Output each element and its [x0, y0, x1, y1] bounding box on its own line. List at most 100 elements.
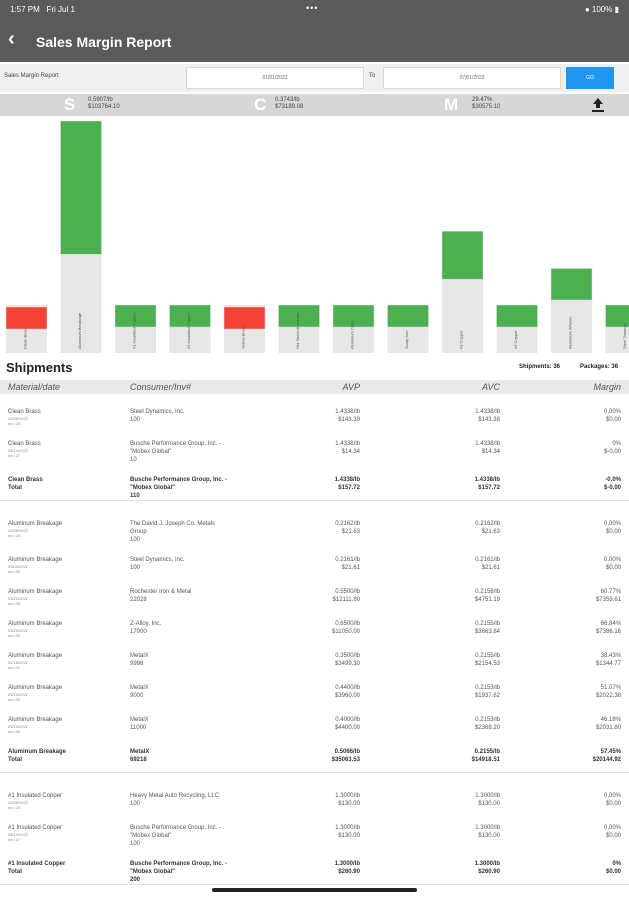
- avp-total: $157.72: [338, 485, 360, 491]
- avp-cell: 1.3000/lb $130.00: [335, 792, 360, 808]
- invoice: Inv: 41: [8, 665, 21, 670]
- consumer-cell: MetalX 69218: [130, 748, 149, 764]
- upload-icon[interactable]: [591, 97, 605, 113]
- consumer-name: Busche Performance Group, Inc. -: [130, 861, 228, 867]
- cost-bar: [60, 254, 102, 353]
- packages-count: Packages: 36: [580, 364, 619, 370]
- table-total-row[interactable]: #1 Insulated Copper Total Busche Performan…: [0, 860, 629, 892]
- avp-rate: 0.2161/lb: [335, 557, 360, 563]
- home-indicator[interactable]: [212, 888, 417, 892]
- margin-bar[interactable]: [5, 306, 48, 330]
- margin-pct: 60.77%: [600, 589, 621, 595]
- margin-bar[interactable]: [223, 306, 266, 330]
- margin-bar[interactable]: [550, 268, 593, 301]
- quantity: 9000: [130, 693, 144, 699]
- material-cell: Clean Brass 03/08/2022 Inv: 25: [8, 408, 41, 426]
- avc-cell: 0.2153/lb $2368.20: [475, 716, 500, 732]
- table-row[interactable]: #1 Insulated Copper 03/08/2022 Inv: 26 Heav…: [0, 792, 629, 824]
- table-total-row[interactable]: Aluminum Breakage Total MetalX 69218 0.5066/…: [0, 748, 629, 780]
- margin-pct: 0.00%: [603, 409, 621, 415]
- table-row[interactable]: Aluminum Breakage 03/03/2022 Inv: 35 Steel …: [0, 556, 629, 588]
- nav-bar: ‹ Sales Margin Report: [0, 20, 629, 62]
- quantity: 100: [130, 801, 141, 807]
- quantity: 11000: [130, 725, 147, 731]
- margin-bar[interactable]: [332, 304, 375, 328]
- margin-bar[interactable]: [441, 230, 484, 280]
- ship-date: 04/18/2022: [8, 660, 29, 665]
- margin-bar[interactable]: [114, 304, 157, 328]
- cost-values: 0.3743/lb $73189.08: [275, 97, 304, 110]
- date-filter-bar: Sales Margin Report 01/01/2022 To 07/01/…: [0, 64, 629, 92]
- table-row[interactable]: Clean Brass 03/14/2022 Inv: 27 Busche Perfo…: [0, 440, 629, 472]
- margin-pct: 0.00%: [603, 521, 621, 527]
- margin-letter: M: [444, 95, 459, 114]
- margin-cell: 66.84% $7386.16: [596, 620, 621, 636]
- from-date-field[interactable]: 01/01/2022: [186, 67, 364, 89]
- avp-total: $14.34: [341, 449, 360, 455]
- margin-bar[interactable]: [496, 304, 538, 328]
- quantity: 9998: [130, 661, 144, 667]
- margin-cell: 0.00% $0.00: [604, 408, 621, 424]
- margin-bar-chart: Clean Brass Aluminum Breakage #1 Insulated…: [5, 120, 629, 353]
- margin-pct: 0.00%: [603, 793, 621, 799]
- margin-cell: -0.0% $-0.00: [604, 476, 621, 492]
- avc-cell: 0.2155/lb $14918.51: [472, 748, 500, 764]
- sales-values: 0.5907/lb $103764.10: [88, 97, 120, 110]
- ship-date: 03/08/2022: [8, 528, 29, 533]
- margin-bar[interactable]: [605, 304, 629, 328]
- table-row[interactable]: Aluminum Breakage 03/08/2022 Inv: 24 The Da…: [0, 520, 629, 552]
- table-row[interactable]: Clean Brass 03/08/2022 Inv: 25 Steel Dynami…: [0, 408, 629, 440]
- shipments-count: Shipments: 36: [519, 364, 561, 370]
- margin-pct: 0%: [612, 861, 621, 867]
- avp-rate: 1.4338/lb: [335, 409, 360, 415]
- table-row[interactable]: Aluminum Breakage 05/13/2022 Inv: 44 MetalX…: [0, 716, 629, 748]
- avc-cell: 0.2161/lb $21.61: [475, 556, 500, 572]
- avp-cell: 1.4338/lb $157.72: [335, 476, 360, 492]
- table-total-row[interactable]: Clean Brass Total Busche Performance Group…: [0, 476, 629, 508]
- category-label: Aluminum Breakage: [77, 312, 82, 349]
- shipments-heading: Shipments: [6, 360, 73, 375]
- avc-cell: 1.3000/lb $260.90: [475, 860, 500, 876]
- margin-bar[interactable]: [169, 304, 211, 328]
- table-row[interactable]: Aluminum Breakage 03/29/2022 Inv: 39 Z-Allo…: [0, 620, 629, 652]
- category-label: #2 Copper: [513, 330, 518, 349]
- avc-total: $14.34: [481, 449, 500, 455]
- ship-date: 03/08/2022: [8, 416, 29, 421]
- multitask-dots[interactable]: •••: [306, 3, 319, 13]
- table-row[interactable]: #1 Insulated Copper 03/14/2022 Inv: 47 Busc…: [0, 824, 629, 856]
- consumer-name-2: "Mobex Global": [130, 833, 172, 839]
- invoice: Total: [8, 869, 22, 875]
- margin-cell: 0% $0.00: [606, 860, 621, 876]
- avp-total: $11050.00: [332, 629, 360, 635]
- avc-rate: 0.2158/lb: [475, 589, 500, 595]
- margin-bar[interactable]: [278, 304, 320, 328]
- margin-bar[interactable]: [60, 120, 102, 255]
- to-label: To: [369, 73, 376, 79]
- table-row[interactable]: Aluminum Breakage 05/13/2022 Inv: 43 MetalX…: [0, 684, 629, 716]
- avp-cell: 0.4400/lb $3960.00: [335, 684, 360, 700]
- invoice: Inv: 27: [8, 453, 21, 458]
- back-chevron-icon[interactable]: ‹: [8, 28, 15, 50]
- consumer-cell: Steel Dynamics, Inc. 100: [130, 556, 185, 572]
- avp-rate: 0.5066/lb: [334, 749, 360, 755]
- avc-rate: 0.2155/lb: [475, 653, 500, 659]
- go-button[interactable]: GO: [566, 67, 614, 89]
- avc-total: $4751.19: [474, 597, 500, 603]
- margin-bar[interactable]: [387, 304, 429, 328]
- avp-total: $21.63: [341, 529, 360, 535]
- battery-indicator: ● 100% ▮: [584, 5, 619, 14]
- material-cell: Aluminum Breakage 05/13/2022 Inv: 44: [8, 716, 62, 734]
- material-name: Aluminum Breakage: [8, 521, 63, 527]
- ship-date: 05/13/2022: [8, 724, 29, 729]
- avc-total: $2368.20: [474, 725, 500, 731]
- invoice: Inv: 24: [8, 533, 21, 538]
- avc-rate: 0.2153/lb: [475, 685, 500, 691]
- table-row[interactable]: Aluminum Breakage 04/18/2022 Inv: 41 MetalX…: [0, 652, 629, 684]
- consumer-name: Rochester Iron & Metal: [130, 589, 192, 595]
- avp-cell: 0.4000/lb $4400.00: [335, 716, 360, 732]
- cost-bar: [496, 327, 538, 353]
- margin-pct: 46.18%: [600, 717, 621, 723]
- to-date-field[interactable]: 07/01/2022: [383, 67, 561, 89]
- table-row[interactable]: Aluminum Breakage 03/22/2022 Inv: 38 Roches…: [0, 588, 629, 620]
- col-material: Material/date: [8, 382, 61, 392]
